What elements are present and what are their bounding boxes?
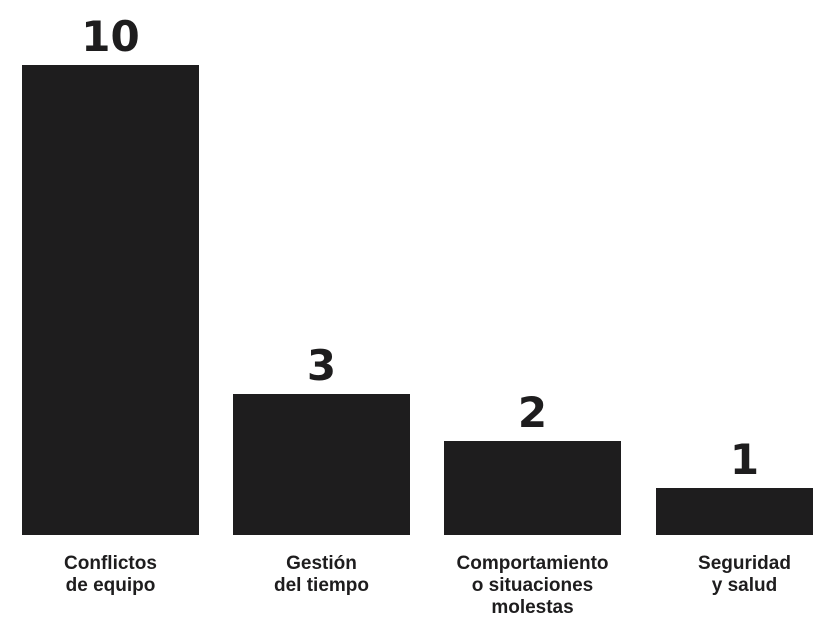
bar-3 — [656, 488, 813, 535]
value-labels: 10 3 2 1 — [81, 12, 759, 484]
category-label-line: de equipo — [66, 575, 156, 596]
bar-0 — [22, 65, 199, 535]
category-label-line: y salud — [712, 575, 777, 596]
category-label-line: Conflictos — [64, 553, 157, 574]
category-label-line: Seguridad — [698, 553, 791, 574]
category-label-3: Seguridad y salud — [698, 553, 791, 596]
bar-value-label-2: 2 — [518, 388, 547, 437]
bar-value-label-3: 1 — [730, 435, 759, 484]
category-label-0: Conflictos de equipo — [64, 553, 157, 596]
category-labels: Conflictos de equipo Gestión del tiempo Comp… — [64, 553, 791, 617]
bars — [22, 65, 813, 535]
category-label-line: molestas — [491, 597, 573, 617]
bar-2 — [444, 441, 621, 535]
category-label-1: Gestión del tiempo — [274, 553, 369, 596]
bar-value-label-1: 3 — [307, 341, 336, 390]
category-label-line: Comportamiento — [457, 553, 609, 574]
category-label-2: Comportamiento o situaciones molestas — [457, 553, 609, 617]
category-label-line: del tiempo — [274, 575, 369, 596]
category-label-line: o situaciones — [472, 575, 593, 596]
category-label-line: Gestión — [286, 553, 357, 574]
bar-1 — [233, 394, 410, 535]
bar-value-label-0: 10 — [81, 12, 139, 61]
